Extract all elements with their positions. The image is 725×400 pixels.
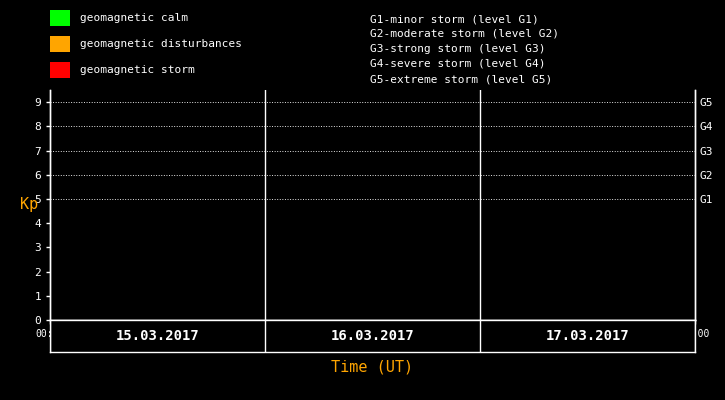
- Text: geomagnetic calm: geomagnetic calm: [80, 13, 188, 23]
- Text: G4-severe storm (level G4): G4-severe storm (level G4): [370, 59, 545, 69]
- Text: 16.03.2017: 16.03.2017: [331, 329, 415, 343]
- Text: geomagnetic storm: geomagnetic storm: [80, 65, 195, 75]
- Text: Time (UT): Time (UT): [331, 360, 413, 375]
- Y-axis label: Kp: Kp: [20, 198, 38, 212]
- Text: G3-strong storm (level G3): G3-strong storm (level G3): [370, 44, 545, 54]
- Text: geomagnetic disturbances: geomagnetic disturbances: [80, 39, 242, 49]
- Text: G1-minor storm (level G1): G1-minor storm (level G1): [370, 14, 539, 24]
- Text: 15.03.2017: 15.03.2017: [115, 329, 199, 343]
- Text: G5-extreme storm (level G5): G5-extreme storm (level G5): [370, 74, 552, 84]
- Text: 17.03.2017: 17.03.2017: [546, 329, 629, 343]
- Text: G2-moderate storm (level G2): G2-moderate storm (level G2): [370, 29, 559, 39]
